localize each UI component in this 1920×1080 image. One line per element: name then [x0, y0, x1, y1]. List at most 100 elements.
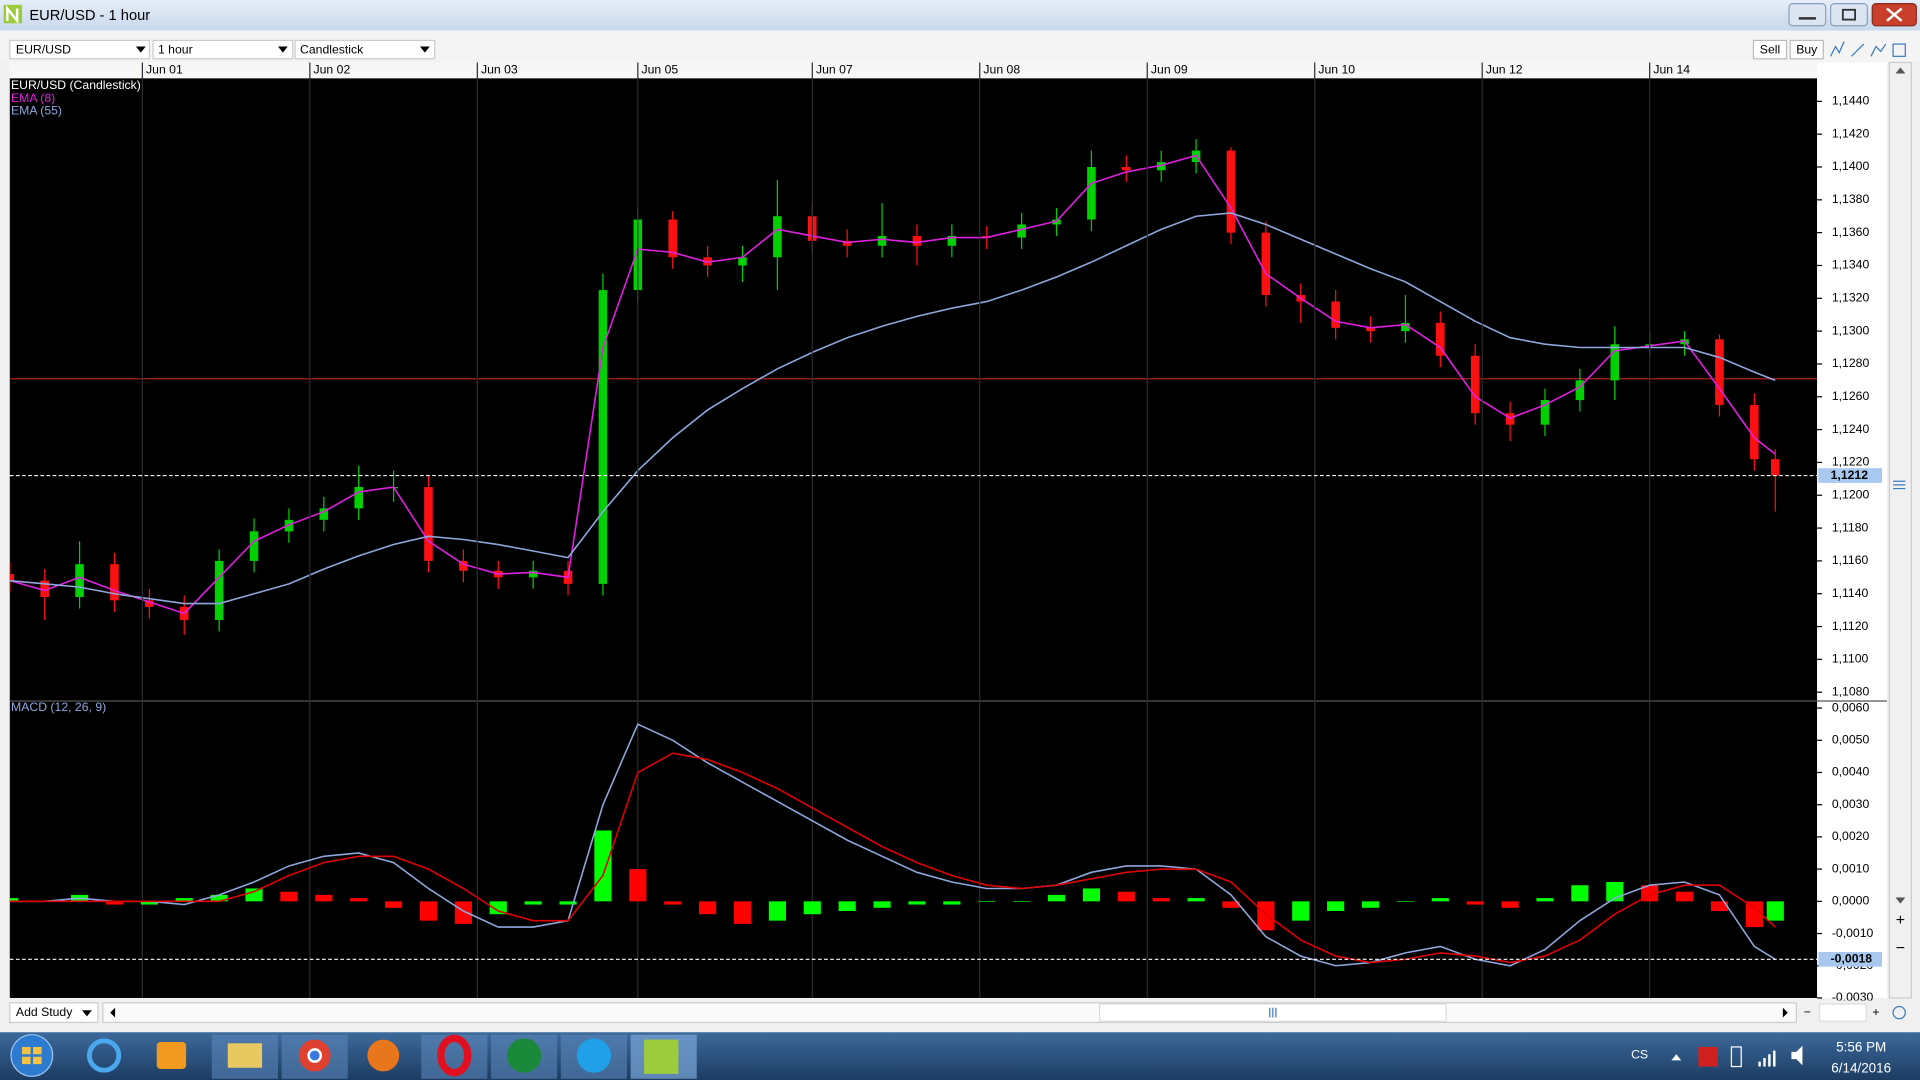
histogram-bar [1292, 901, 1310, 921]
vertical-scrollbar[interactable] [1888, 61, 1913, 999]
legend-entry: EMA (55) [11, 104, 62, 118]
start-button[interactable] [10, 1034, 54, 1077]
sell-label: Sell [1760, 42, 1780, 56]
clock-date[interactable]: 6/14/2016 [1831, 1061, 1891, 1076]
histogram-bar [1536, 898, 1554, 902]
y-tick-label: 1,1180 [1832, 520, 1869, 534]
y-tick-label: 0,0040 [1832, 765, 1870, 779]
histogram-bar [629, 869, 647, 902]
symbol-dropdown[interactable] [9, 39, 150, 60]
tool-icon[interactable] [1870, 43, 1887, 57]
taskbar-ie[interactable] [86, 1038, 122, 1073]
buy-label: Buy [1796, 42, 1818, 56]
symbol-label: EUR/USD [16, 42, 71, 56]
scroll-handle[interactable] [1893, 480, 1906, 490]
histogram-bar [419, 901, 438, 921]
candle-body [1226, 150, 1236, 233]
histogram-bar [1257, 901, 1275, 931]
horizontal-scrollbar[interactable] [102, 1002, 1797, 1024]
tray-expand[interactable] [1671, 1054, 1682, 1061]
candle-body [145, 600, 154, 607]
candle-body [1366, 327, 1375, 332]
tool-icon[interactable] [1850, 43, 1865, 57]
zoom-in[interactable]: + [1896, 912, 1905, 929]
indicator-line [9, 723, 1776, 967]
histogram-bar [1571, 885, 1589, 902]
tray-language[interactable]: CS [1631, 1048, 1648, 1062]
candle-body [1575, 380, 1585, 401]
tray-network[interactable] [1758, 1050, 1776, 1067]
taskbar-app[interactable] [644, 1039, 679, 1074]
histogram-bar [350, 898, 368, 902]
candle-body [75, 564, 84, 598]
histogram-bar [1222, 901, 1240, 908]
tool-icon[interactable] [1830, 41, 1845, 57]
restore-button[interactable] [1830, 3, 1868, 27]
scroll-right[interactable] [1782, 1007, 1788, 1018]
zoom-out[interactable]: − [1896, 940, 1905, 957]
value-axis [1817, 62, 1887, 998]
histogram-bar [733, 901, 752, 924]
interval-dropdown[interactable] [152, 39, 294, 60]
histogram-bar [280, 891, 298, 902]
reset-icon[interactable] [1892, 1005, 1906, 1020]
histogram-bar [1013, 901, 1031, 902]
candle-body [738, 257, 747, 266]
candle-body [773, 216, 782, 258]
y-tick-label: 1,1100 [1832, 652, 1869, 666]
restore-icon [1841, 8, 1857, 21]
taskbar-utorrent[interactable] [506, 1038, 542, 1073]
tool-icon[interactable] [1892, 43, 1906, 57]
minimize-button[interactable] [1788, 3, 1827, 27]
taskbar-media[interactable] [156, 1042, 187, 1069]
scroll-down[interactable] [1895, 897, 1906, 904]
histogram-bar [1501, 901, 1519, 908]
histogram-bar [1766, 901, 1784, 921]
candle-body [1017, 224, 1026, 238]
add-study-dropdown[interactable] [9, 1002, 99, 1024]
tray-battery[interactable] [1730, 1046, 1742, 1068]
dropdown-arrow [135, 46, 146, 53]
taskbar-skype[interactable] [576, 1038, 612, 1073]
zoom-in-h[interactable]: + [1872, 1005, 1879, 1019]
tray-volume[interactable] [1791, 1045, 1803, 1066]
buy-button[interactable] [1789, 39, 1824, 60]
histogram-bar [1745, 901, 1763, 928]
candle-body [1156, 162, 1166, 171]
chart-title: EUR/USD (Candlestick) [11, 78, 141, 92]
tray-icon[interactable] [1698, 1046, 1718, 1067]
y-tick-label: 0,0000 [1832, 894, 1870, 908]
candle-body [912, 235, 922, 246]
histogram-bar [1152, 898, 1170, 902]
histogram-bar [664, 901, 682, 905]
start-logo [22, 1046, 42, 1065]
title-bar [0, 0, 1920, 31]
y-tick-label: 1,1380 [1832, 192, 1870, 206]
zoom-out-h[interactable]: − [1804, 1005, 1811, 1019]
candle-body [40, 580, 49, 598]
taskbar-chrome-center [307, 1048, 323, 1063]
candle-body [947, 235, 957, 246]
taskbar-explorer[interactable] [227, 1043, 263, 1068]
histogram-bar [385, 901, 403, 908]
candle-body [1052, 219, 1061, 225]
clock-time[interactable]: 5:56 PM [1836, 1040, 1886, 1055]
taskbar-opera[interactable] [437, 1034, 472, 1077]
histogram-bar [1466, 901, 1484, 905]
x-tick-label: Jun 07 [816, 63, 853, 77]
scroll-up[interactable] [1895, 67, 1906, 74]
taskbar-firefox[interactable] [367, 1039, 400, 1072]
candle-body [1610, 344, 1620, 381]
sell-button[interactable] [1752, 39, 1788, 60]
y-tick-label: 0,0020 [1832, 829, 1870, 843]
histogram-bar [559, 901, 577, 905]
style-dropdown[interactable] [294, 39, 436, 60]
candle-body [528, 570, 538, 578]
scroll-left[interactable] [110, 1007, 116, 1018]
y-tick-label: 1,1340 [1832, 258, 1870, 272]
histogram-bar [838, 901, 856, 911]
zoom-field[interactable] [1818, 1003, 1867, 1022]
candle-body [110, 564, 119, 601]
candle-body [1750, 404, 1759, 460]
